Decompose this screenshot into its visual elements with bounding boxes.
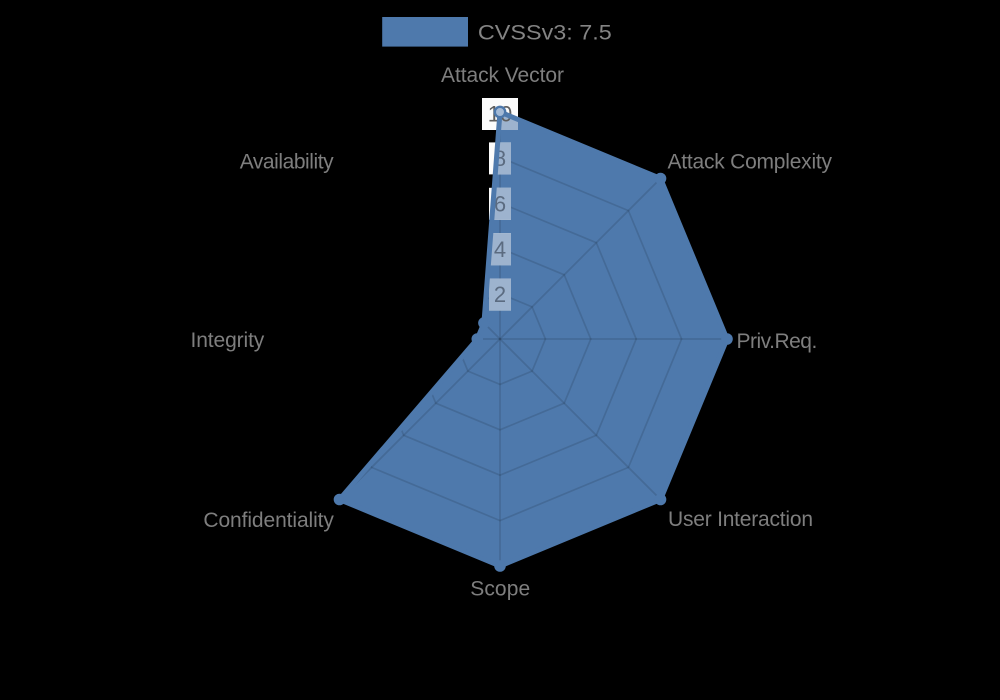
svg-text:Scope: Scope [470, 578, 530, 601]
svg-text:6: 6 [494, 191, 506, 216]
svg-text:4: 4 [494, 237, 506, 262]
svg-text:Attack Vector: Attack Vector [441, 64, 564, 87]
svg-text:Priv.Req.: Priv.Req. [737, 330, 818, 353]
svg-text:User Interaction: User Interaction [668, 508, 813, 531]
svg-text:Attack Complexity: Attack Complexity [668, 151, 833, 174]
svg-text:CVSSv3: 7.5: CVSSv3: 7.5 [478, 21, 612, 44]
svg-text:Availability: Availability [240, 151, 334, 174]
svg-text:Confidentiality: Confidentiality [203, 509, 334, 532]
svg-text:2: 2 [494, 282, 506, 307]
svg-text:Integrity: Integrity [191, 329, 265, 352]
